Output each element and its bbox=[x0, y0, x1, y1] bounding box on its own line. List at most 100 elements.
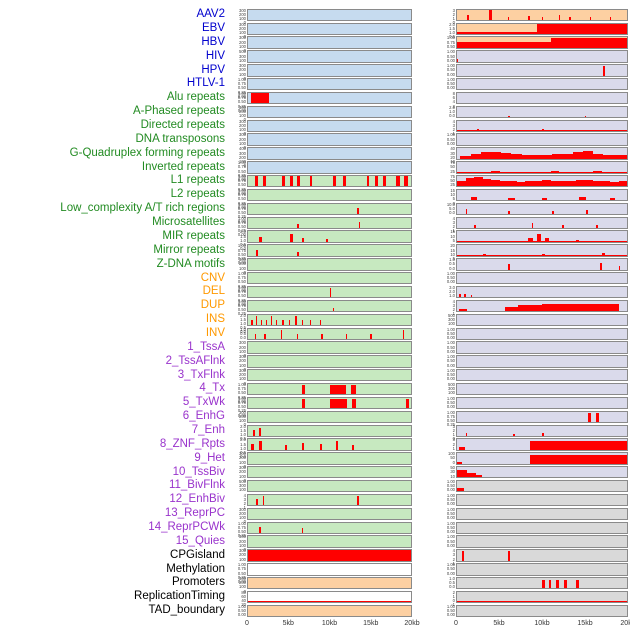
y-tick-label: 300 bbox=[239, 21, 246, 27]
y-tick-label: 100 bbox=[448, 451, 455, 457]
track-panel-left bbox=[247, 604, 412, 618]
signal-bar bbox=[601, 253, 605, 256]
signal-bar bbox=[345, 333, 348, 339]
y-tick-label: 0.50 bbox=[237, 196, 246, 202]
y-tick-label: 5 bbox=[452, 255, 455, 261]
track-panel-left bbox=[247, 563, 412, 576]
track-row: Inverted repeats 1.00 0.75 0.50 0.25 0.00 75 50… bbox=[0, 160, 630, 182]
y-tick-label: 0.25 bbox=[237, 103, 246, 109]
signal-bar bbox=[457, 171, 627, 173]
signal-bar bbox=[329, 384, 346, 395]
y-tick-label: 0.75 bbox=[446, 39, 455, 45]
y-tick-label: 0.75 bbox=[237, 81, 246, 87]
y-axis-tick-labels: 1.0 0.5 0.0 bbox=[230, 327, 247, 340]
track-panel-right bbox=[456, 590, 628, 604]
y-tick-label: 100 bbox=[239, 43, 246, 49]
track-label: 10_TssBiv bbox=[172, 465, 225, 478]
y-axis-tick-labels: 20 15 10 5 bbox=[412, 244, 456, 261]
track-row: DNA transposons 300 200 100 0 1.00 0.50 0.00 bbox=[0, 133, 630, 150]
signal-bar bbox=[582, 151, 593, 159]
signal-bar bbox=[613, 155, 627, 159]
track-panel-right bbox=[456, 549, 628, 562]
y-tick-label: 200 bbox=[239, 67, 246, 73]
y-tick-label: 500 bbox=[239, 49, 246, 55]
y-axis-tick-labels: 1.00 0.75 0.50 0.25 0.00 bbox=[230, 285, 247, 306]
track-panel-right bbox=[456, 493, 628, 507]
y-tick-label: 0.50 bbox=[237, 251, 246, 257]
signal-bar bbox=[610, 181, 619, 187]
y-tick-label: 0.00 bbox=[446, 279, 455, 285]
y-tick-label: 1.00 bbox=[446, 271, 455, 277]
y-tick-label: 3 bbox=[452, 423, 455, 429]
y-tick-label: 0.0 bbox=[449, 265, 455, 271]
y-tick-label: 1.00 bbox=[446, 368, 455, 374]
y-tick-label: 2 bbox=[243, 501, 246, 507]
y-tick-label: 0.50 bbox=[237, 404, 246, 410]
track-label: HPV bbox=[201, 63, 225, 76]
signal-bar bbox=[550, 37, 627, 48]
track-row: 9_Het 300 200 100 0 100 50 0 bbox=[0, 451, 630, 469]
y-tick-label: 0 bbox=[243, 519, 246, 525]
y-tick-label: 0.25 bbox=[237, 255, 246, 261]
y-axis-tick-labels: 2.0 1.5 1.0 0.5 bbox=[412, 22, 456, 39]
y-tick-label: 0.00 bbox=[237, 93, 246, 99]
y-axis-tick-labels: 300 200 100 0 bbox=[230, 410, 247, 427]
signal-bar bbox=[352, 398, 357, 409]
signal-bar bbox=[499, 180, 508, 187]
y-axis-tick-labels: 1.00 0.50 0.00 bbox=[412, 271, 456, 285]
y-axis-tick-labels: 1.00 0.50 0.00 bbox=[412, 63, 456, 76]
y-tick-label: 2.0 bbox=[449, 104, 455, 110]
signal-bar bbox=[610, 17, 612, 21]
y-axis-tick-labels: 300 200 100 0 bbox=[230, 105, 247, 122]
y-axis-tick-labels: 1.00 0.50 0.00 bbox=[412, 77, 456, 90]
y-tick-label: 0.00 bbox=[446, 570, 455, 576]
track-panel-right bbox=[456, 36, 628, 49]
track-panel-right bbox=[456, 438, 628, 451]
track-panel-left bbox=[247, 521, 412, 534]
signal-bar bbox=[275, 320, 277, 325]
y-tick-label: 0 bbox=[452, 200, 455, 206]
signal-bar bbox=[491, 151, 502, 159]
y-tick-label: 0 bbox=[243, 163, 246, 169]
track-panel-right bbox=[456, 161, 628, 174]
signal-bar bbox=[589, 16, 591, 21]
y-tick-label: 0.00 bbox=[237, 578, 246, 584]
track-panel-right bbox=[456, 244, 628, 257]
y-tick-label: 0.50 bbox=[446, 53, 455, 59]
track-label: HBV bbox=[201, 35, 225, 48]
y-tick-label: 0.75 bbox=[237, 192, 246, 198]
track-panel-left bbox=[247, 424, 412, 437]
y-tick-label: 0.75 bbox=[237, 289, 246, 295]
y-tick-label: 1.00 bbox=[446, 520, 455, 526]
track-label: ReplicationTiming bbox=[134, 590, 225, 603]
signal-bar bbox=[542, 303, 585, 312]
y-tick-label: 200 bbox=[239, 469, 246, 475]
y-tick-label: 0.50 bbox=[446, 81, 455, 87]
track-panel-left bbox=[247, 8, 412, 22]
x-tick-label: 5kb bbox=[282, 619, 294, 627]
y-tick-label: 300 bbox=[239, 257, 246, 263]
track-panel-left bbox=[247, 272, 412, 285]
y-tick-label: 0.50 bbox=[237, 182, 246, 188]
track-row: A-Phased repeats 300 200 100 0 2.0 1.0 0.0 bbox=[0, 104, 630, 122]
track-label: EBV bbox=[201, 22, 225, 35]
y-tick-label: 0.50 bbox=[446, 418, 455, 424]
track-row: TAD_boundary 1.00 0.50 0.00 1.00 0.50 0.00 bbox=[0, 604, 630, 618]
y-tick-label: 1.5 bbox=[240, 427, 246, 433]
track-row: Directed repeats 300 200 100 0 4 3 2 1 bbox=[0, 119, 630, 137]
y-tick-label: 0.0 bbox=[449, 113, 455, 119]
y-axis-tick-labels: 15 10 5 bbox=[412, 230, 456, 243]
y-tick-label: 200 bbox=[239, 154, 246, 160]
track-panel-left bbox=[247, 133, 412, 146]
y-tick-label: 0.50 bbox=[446, 136, 455, 142]
x-axis-row: 0 5kb 10kb 15kb 20kb 0 5kb 10kb 15kb 20kb bbox=[0, 618, 630, 630]
signal-bar bbox=[282, 319, 284, 325]
y-tick-label: 0.00 bbox=[237, 412, 246, 418]
signal-bar bbox=[513, 433, 515, 436]
signal-bar bbox=[556, 579, 559, 589]
y-tick-label: 1 bbox=[452, 131, 455, 137]
y-tick-label: 0.75 bbox=[237, 205, 246, 211]
y-tick-label: 0.75 bbox=[237, 95, 246, 101]
